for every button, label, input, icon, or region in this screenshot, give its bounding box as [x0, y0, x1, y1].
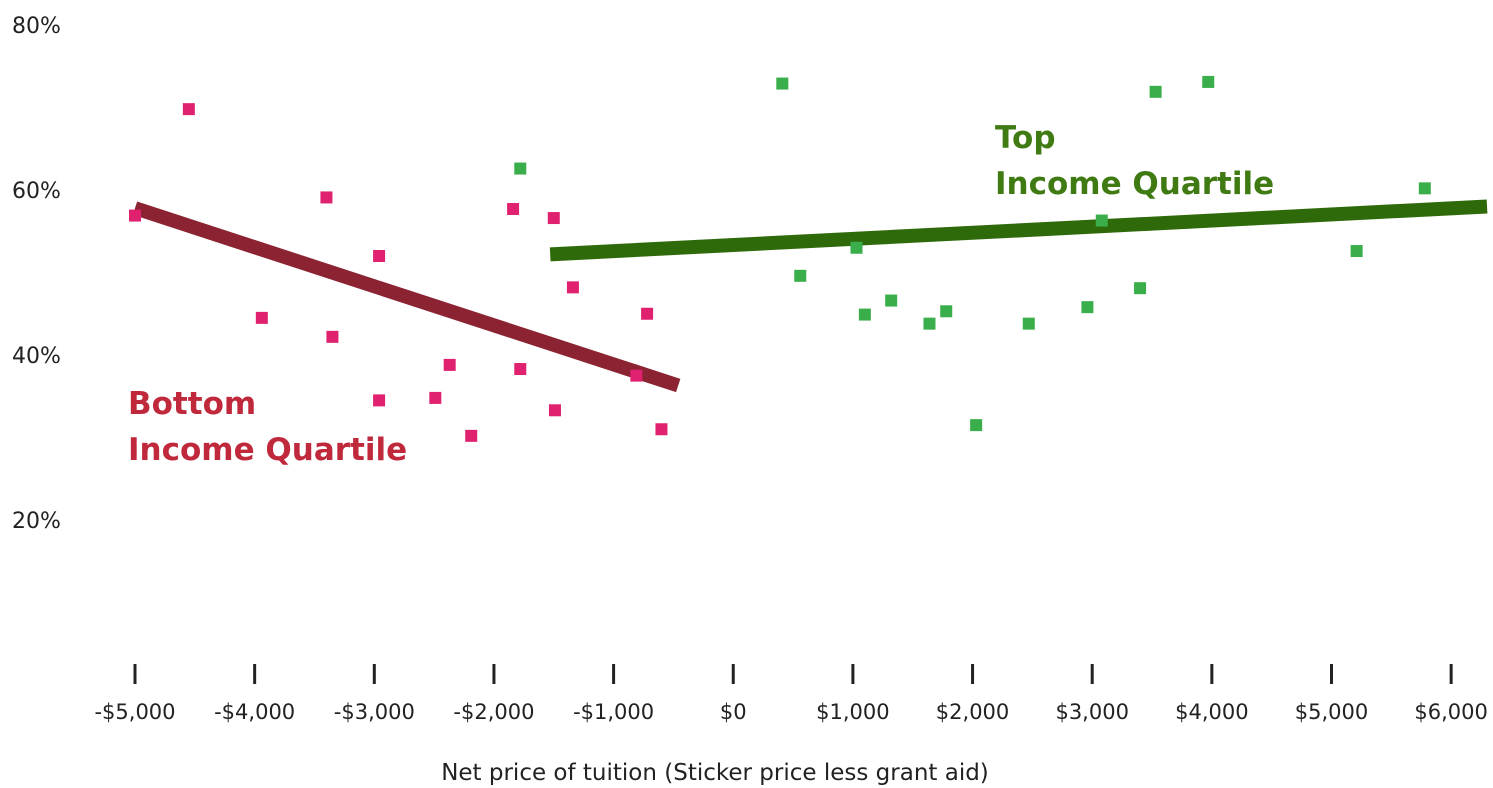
x-tick-label: $0 [720, 700, 747, 724]
data-point-top-quartile [794, 269, 807, 282]
x-tick-label: -$1,000 [573, 700, 654, 724]
data-point-bottom-quartile [320, 191, 333, 204]
y-tick-label: 60% [12, 179, 61, 204]
y-tick-label: 80% [12, 14, 61, 39]
data-point-bottom-quartile [429, 391, 442, 404]
data-point-top-quartile [850, 241, 863, 254]
y-axis: 20% 40% 60% 80% [12, 14, 61, 534]
x-tick-label: $4,000 [1175, 700, 1248, 724]
y-tick-label: 20% [12, 509, 61, 534]
x-tick-label: $1,000 [816, 700, 889, 724]
x-tick-label: $5,000 [1295, 700, 1368, 724]
data-point-top-quartile [940, 305, 953, 318]
data-point-bottom-quartile [373, 394, 386, 407]
x-tick-label: -$5,000 [94, 700, 175, 724]
data-point-top-quartile [923, 317, 936, 330]
x-tick-label: $2,000 [936, 700, 1009, 724]
data-point-bottom-quartile [129, 209, 141, 222]
data-point-top-quartile [1149, 85, 1162, 98]
x-tick-label: -$4,000 [214, 700, 295, 724]
x-tick-label: $3,000 [1055, 700, 1128, 724]
data-point-bottom-quartile [443, 358, 456, 371]
data-point-bottom-quartile [514, 363, 527, 376]
data-point-bottom-quartile [548, 404, 561, 417]
data-point-bottom-quartile [507, 202, 520, 215]
trend-lines [132, 199, 1488, 393]
data-point-top-quartile [858, 308, 871, 321]
data-points [129, 75, 1431, 442]
data-point-bottom-quartile [566, 281, 579, 294]
data-point-bottom-quartile [641, 307, 654, 320]
data-point-bottom-quartile [326, 330, 339, 343]
data-point-bottom-quartile [547, 212, 560, 225]
series-label-top-quartile: Top [995, 120, 1056, 156]
x-axis-label: Net price of tuition (Sticker price less… [441, 760, 989, 786]
x-tick-label: -$3,000 [334, 700, 415, 724]
trend-line-top-quartile [549, 199, 1488, 262]
data-point-top-quartile [1022, 317, 1035, 330]
x-tick-label: -$2,000 [453, 700, 534, 724]
x-axis: -$5,000 -$4,000 -$3,000 -$2,000 -$1,000 $0 $1,… [94, 664, 1488, 724]
data-point-top-quartile [1418, 182, 1431, 195]
data-point-top-quartile [1202, 75, 1215, 88]
data-point-top-quartile [1350, 245, 1363, 258]
data-point-top-quartile [970, 419, 983, 432]
data-point-bottom-quartile [465, 429, 478, 442]
y-tick-label: 40% [12, 344, 61, 369]
data-point-top-quartile [885, 294, 898, 307]
data-point-top-quartile [1081, 301, 1094, 314]
data-point-top-quartile [1095, 214, 1108, 227]
data-point-top-quartile [1134, 282, 1147, 295]
data-point-bottom-quartile [373, 250, 386, 262]
trend-line-bottom-quartile [132, 201, 681, 393]
data-point-bottom-quartile [255, 311, 268, 324]
series-label-bottom-quartile: Bottom [128, 386, 256, 422]
data-point-bottom-quartile [182, 103, 195, 116]
series-label-bottom-quartile: Income Quartile [128, 432, 407, 468]
data-point-top-quartile [514, 162, 527, 175]
data-point-bottom-quartile [630, 369, 643, 382]
series-labels: Bottom Income Quartile Top Income Quartile [128, 120, 1274, 468]
series-label-top-quartile: Income Quartile [995, 166, 1274, 202]
x-tick-label: $6,000 [1414, 700, 1487, 724]
data-point-bottom-quartile [655, 423, 668, 436]
data-point-top-quartile [776, 77, 789, 90]
